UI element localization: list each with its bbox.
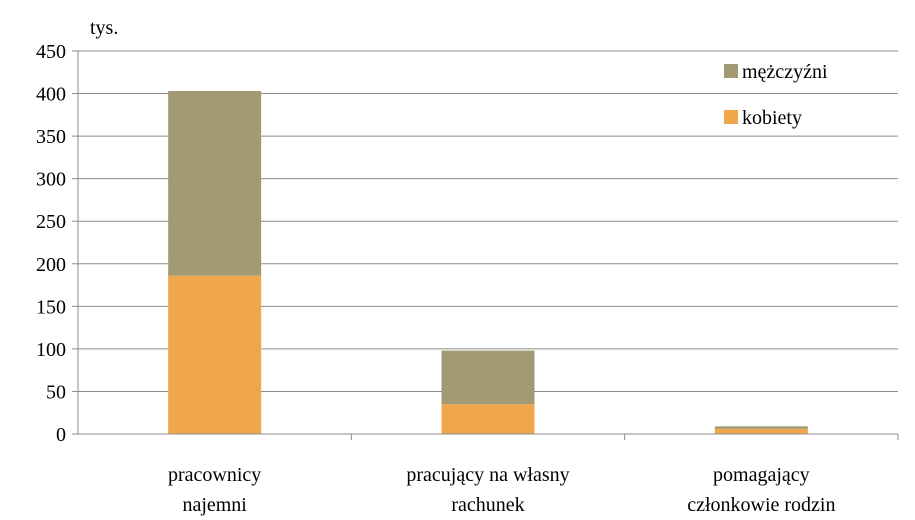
y-tick-label: 300 [36,169,66,191]
y-unit-label: tys. [90,17,118,39]
bar-segment-kobiety [441,404,535,434]
x-category-labels: pracownicy najemni pracujący na własny rach… [168,464,835,516]
y-tick-labels: 0 50 100 150 200 250 300 350 400 450 [36,41,66,446]
bar-segment-kobiety [714,428,808,434]
y-tick-label: 200 [36,254,66,276]
legend-swatch [724,110,738,124]
legend-label: kobiety [742,107,802,129]
bar-segment-kobiety [168,275,262,434]
legend-label: mężczyźni [742,61,828,83]
bar-segment-mezczyzni [441,350,535,405]
x-category-label: pracujący na własny rachunek [406,464,569,516]
bar-segment-mezczyzni [714,426,808,429]
y-tick-label: 350 [36,126,66,148]
bar-segment-mezczyzni [168,91,262,276]
bars [168,91,808,434]
y-tick-label: 250 [36,211,66,233]
y-tick-label: 450 [36,41,66,63]
y-tick-label: 400 [36,84,66,106]
axes [77,51,899,440]
x-category-label: pracownicy najemni [168,464,261,516]
legend: mężczyźni kobiety [724,61,828,129]
y-tick-label: 100 [36,339,66,361]
y-tick-label: 50 [46,381,66,403]
x-category-label: pomagający członkowie rodzin [687,464,835,516]
legend-swatch [724,64,738,78]
y-tick-label: 0 [56,424,66,446]
y-tick-label: 150 [36,296,66,318]
